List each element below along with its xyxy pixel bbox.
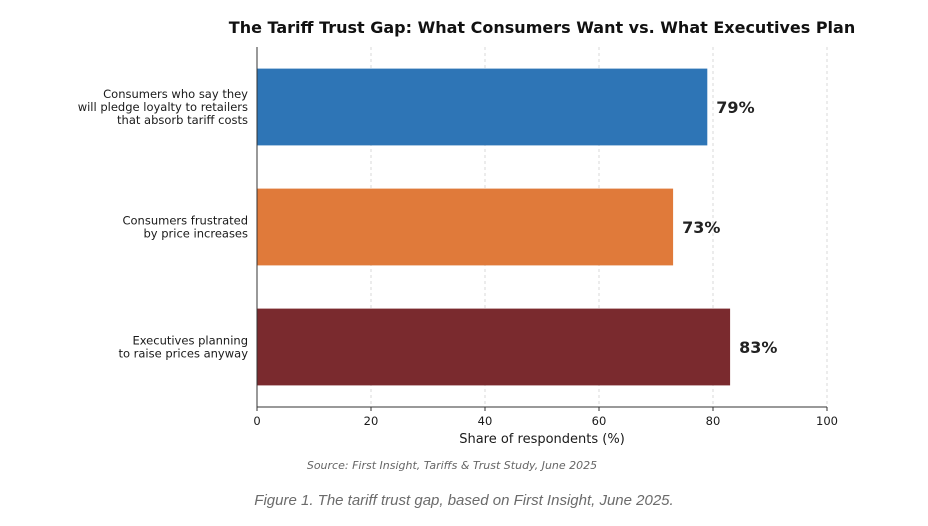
category-label: Executives planning to raise prices anywa…: [118, 334, 248, 361]
x-axis-label: Share of respondents (%): [459, 432, 625, 447]
category-label: Consumers frustrated by price increases: [122, 214, 248, 241]
bar-value-label: 79%: [716, 98, 754, 117]
x-tick-label: 20: [364, 414, 379, 428]
bar-value-label: 83%: [739, 338, 777, 357]
bar-1: [257, 68, 708, 146]
axes: 0 20 40 60 80 100: [253, 47, 838, 428]
bar-2: [257, 188, 674, 266]
x-tick-label: 80: [706, 414, 721, 428]
x-tick-label: 60: [592, 414, 607, 428]
bar-3: [257, 308, 731, 386]
chart-title: The Tariff Trust Gap: What Consumers Wan…: [229, 18, 855, 37]
bar-value-label: 73%: [682, 218, 720, 237]
source-note: Source: First Insight, Tariffs & Trust S…: [307, 459, 597, 472]
bar-chart: The Tariff Trust Gap: What Consumers Wan…: [78, 18, 856, 472]
figure-caption: Figure 1. The tariff trust gap, based on…: [254, 492, 674, 509]
x-tick-label: 0: [253, 414, 260, 428]
x-tick-label: 100: [816, 414, 838, 428]
category-label: Consumers who say they will pledge loyalt…: [78, 87, 248, 127]
category-labels: Consumers who say they will pledge loyalt…: [78, 87, 248, 361]
bars: 79% 73% 83%: [257, 68, 777, 386]
x-tick-label: 40: [478, 414, 493, 428]
